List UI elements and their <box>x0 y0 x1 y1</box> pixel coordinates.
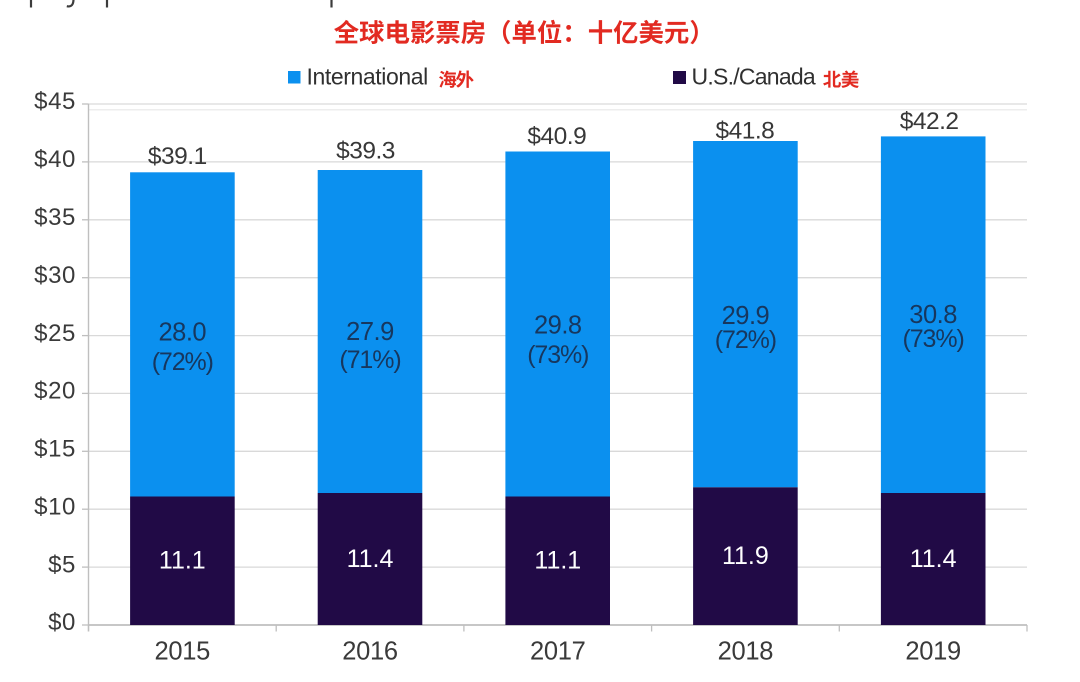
svg-text:28.0: 28.0 <box>158 319 206 347</box>
svg-text:11.9: 11.9 <box>722 542 769 570</box>
svg-text:11.1: 11.1 <box>159 547 206 575</box>
svg-text:$40.9: $40.9 <box>527 123 586 150</box>
svg-text:$42.2: $42.2 <box>900 108 959 135</box>
svg-text:29.8: 29.8 <box>534 312 582 340</box>
svg-text:11.4: 11.4 <box>347 545 394 573</box>
svg-text:$0: $0 <box>48 609 76 636</box>
svg-text:2015: 2015 <box>155 637 211 665</box>
svg-text:2017: 2017 <box>530 637 586 665</box>
svg-text:$5: $5 <box>48 551 76 578</box>
svg-text:(72%): (72%) <box>152 348 213 376</box>
svg-text:$30: $30 <box>34 262 76 289</box>
svg-text:(72%): (72%) <box>715 326 776 354</box>
svg-text:$39.3: $39.3 <box>336 138 395 165</box>
svg-text:$25: $25 <box>34 320 76 347</box>
svg-text:2016: 2016 <box>342 637 398 665</box>
svg-text:$10: $10 <box>34 493 76 520</box>
svg-text:International: International <box>307 63 428 89</box>
svg-text:$41.8: $41.8 <box>715 117 774 144</box>
svg-text:2019: 2019 <box>905 637 961 665</box>
svg-text:11.4: 11.4 <box>910 545 957 573</box>
svg-text:$35: $35 <box>34 204 76 231</box>
svg-text:29.9: 29.9 <box>722 302 770 330</box>
svg-text:$45: $45 <box>34 88 76 115</box>
svg-text:U.S./Canada: U.S./Canada <box>692 63 816 89</box>
svg-text:(71%): (71%) <box>339 346 400 374</box>
svg-text:30.8: 30.8 <box>909 301 957 329</box>
svg-text:$20: $20 <box>34 378 76 405</box>
svg-text:(73%): (73%) <box>527 341 588 369</box>
svg-text:$15: $15 <box>34 436 76 463</box>
svg-text:11.1: 11.1 <box>534 547 581 575</box>
svg-text:27.9: 27.9 <box>346 318 394 346</box>
svg-text:(73%): (73%) <box>903 325 964 353</box>
svg-text:$40: $40 <box>34 146 76 173</box>
svg-text:$39.1: $39.1 <box>148 143 207 170</box>
svg-text:2018: 2018 <box>718 637 774 665</box>
